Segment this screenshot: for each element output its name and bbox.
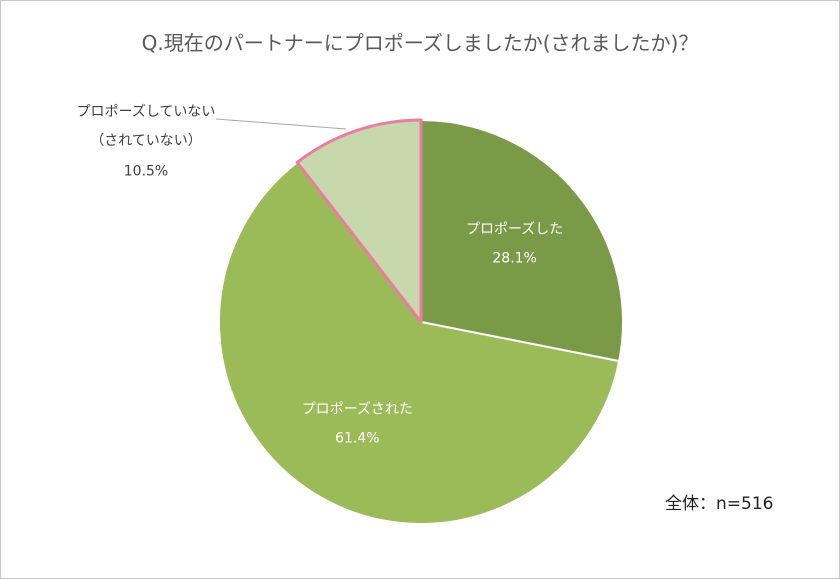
pie-slice (218, 161, 621, 525)
slice-label: プロポーズした (465, 221, 564, 238)
chart-title: Q.現在のパートナーにプロポーズしましたか(されましたか)？ (141, 31, 699, 55)
slice-label: プロポーズしていない （されていない） (76, 104, 216, 149)
leader-line (215, 118, 347, 130)
slice-value: 10.5% (123, 163, 169, 180)
slice-label: プロポーズされた (301, 401, 413, 418)
pie-slice (420, 119, 624, 363)
slice-value: 28.1% (492, 250, 537, 267)
annotation: 全体：n=516 (665, 494, 774, 514)
pie-slice (295, 118, 423, 324)
slice-value: 61.4% (335, 430, 380, 447)
